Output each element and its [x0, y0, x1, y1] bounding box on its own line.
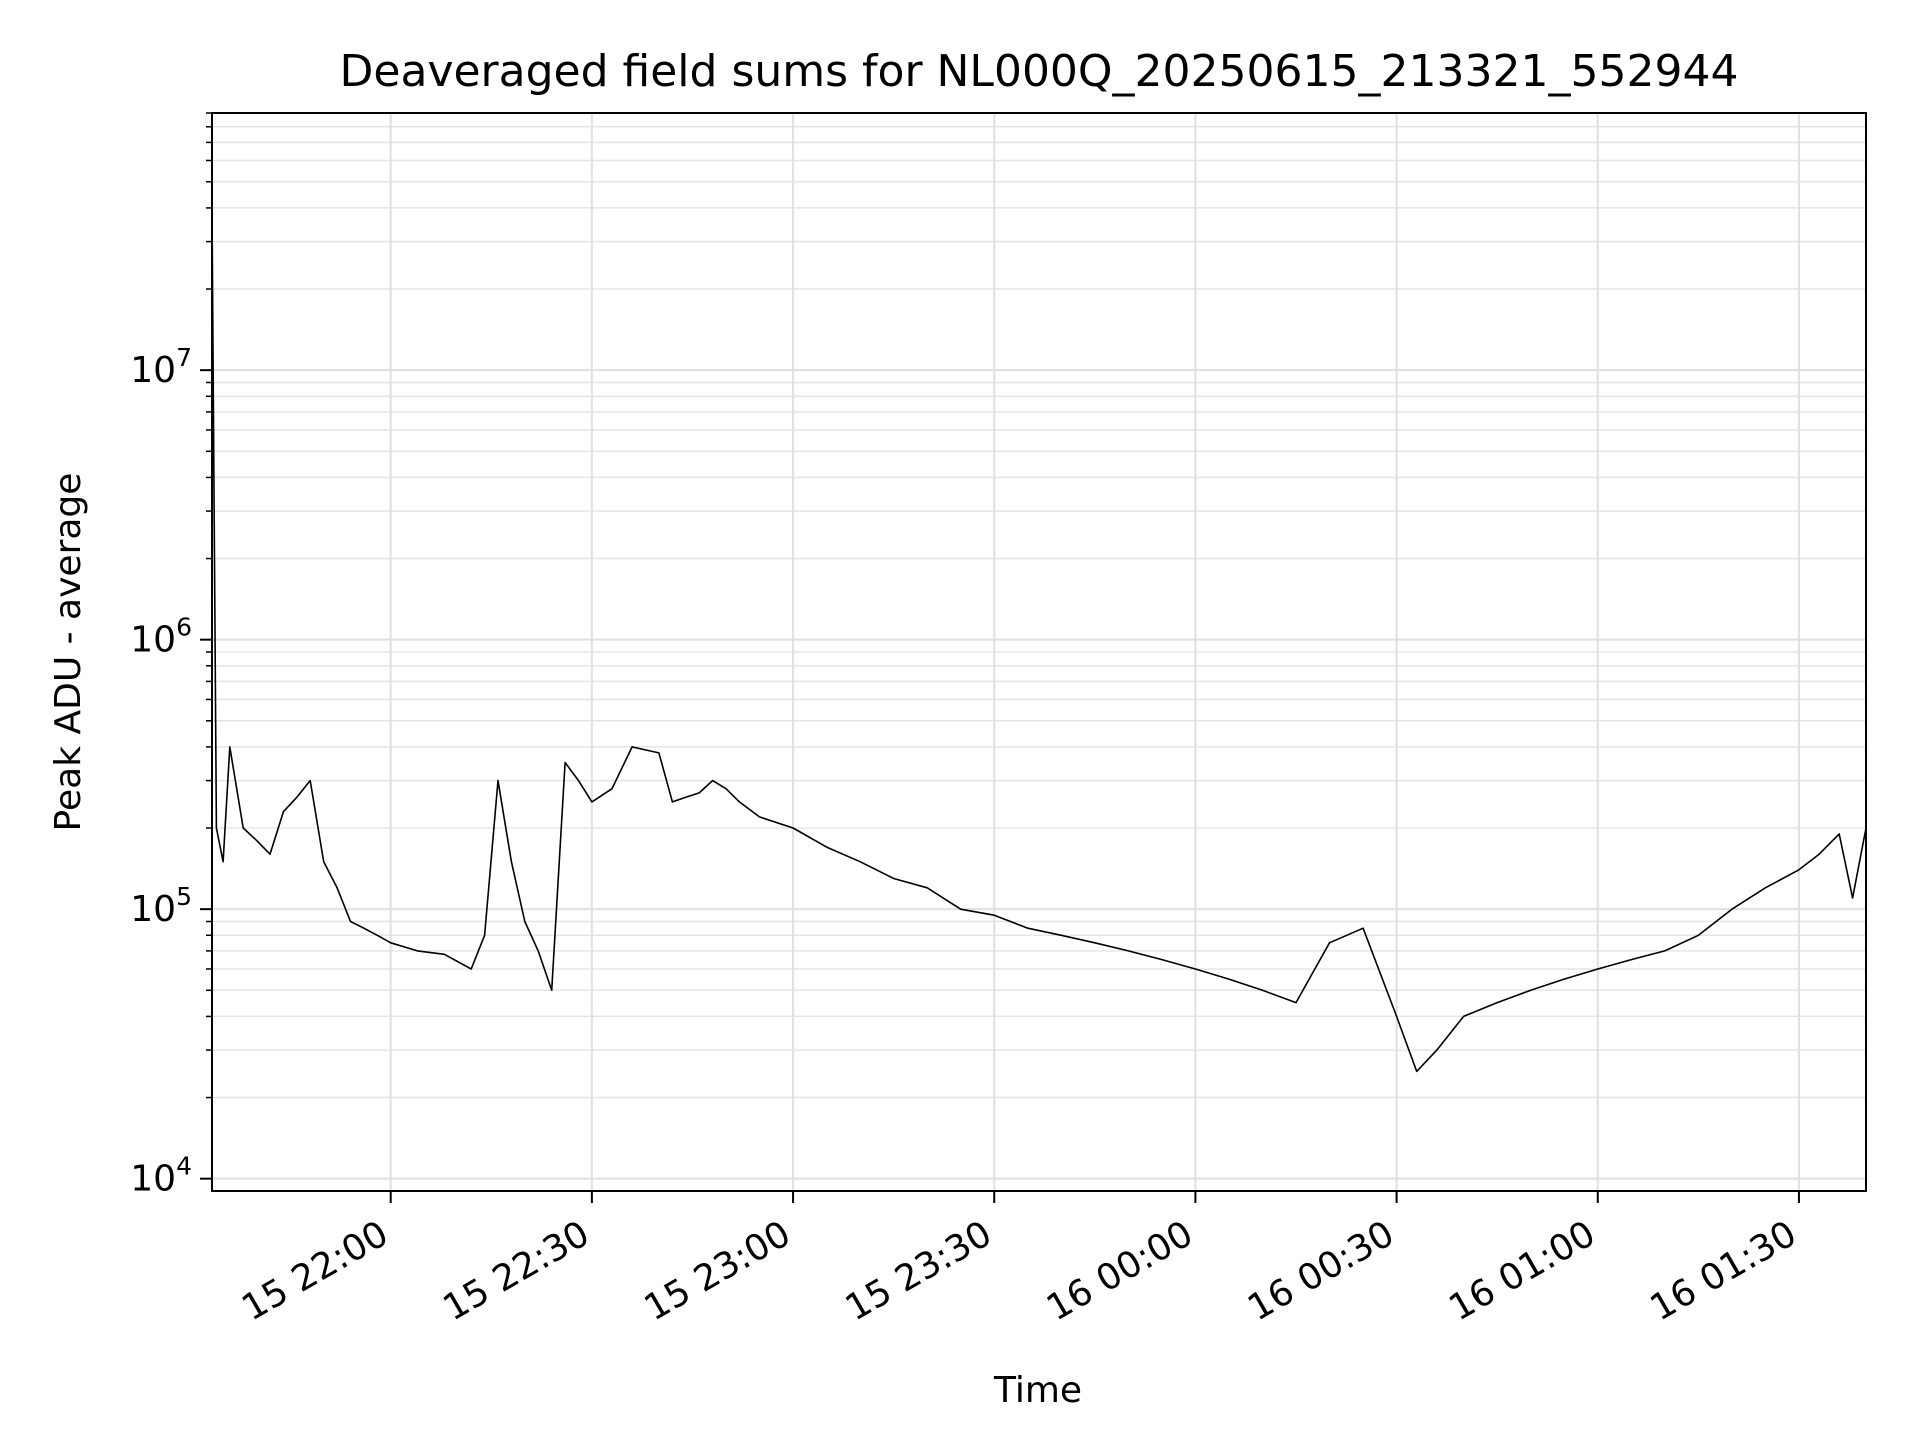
series-line: [211, 207, 1867, 1073]
y-tick-label: 104: [130, 1152, 192, 1200]
y-tick-label-exponent: 4: [176, 1152, 192, 1181]
y-tick-label: 105: [130, 882, 192, 930]
y-tick-label: 107: [130, 343, 192, 391]
y-tick-label-exponent: 6: [176, 613, 192, 642]
major-gridlines: [212, 113, 1866, 1191]
x-axis-label: Time: [993, 1370, 1082, 1411]
y-tick-label: 106: [130, 613, 192, 661]
y-tick-label-base: 10: [130, 620, 176, 661]
minor-gridlines: [206, 112, 1866, 1099]
chart-title: Deaveraged field sums for NL000Q_2025061…: [340, 46, 1739, 97]
plot-frame: [211, 112, 1867, 1192]
y-tick-label-base: 10: [130, 350, 176, 391]
y-axis-label: Peak ADU - average: [48, 473, 89, 832]
series-layer: [211, 207, 1867, 1073]
y-tick-label-base: 10: [130, 889, 176, 930]
y-tick-label-exponent: 5: [176, 882, 192, 911]
y-tick-label-exponent: 7: [176, 343, 192, 372]
y-tick-label-base: 10: [130, 1159, 176, 1200]
